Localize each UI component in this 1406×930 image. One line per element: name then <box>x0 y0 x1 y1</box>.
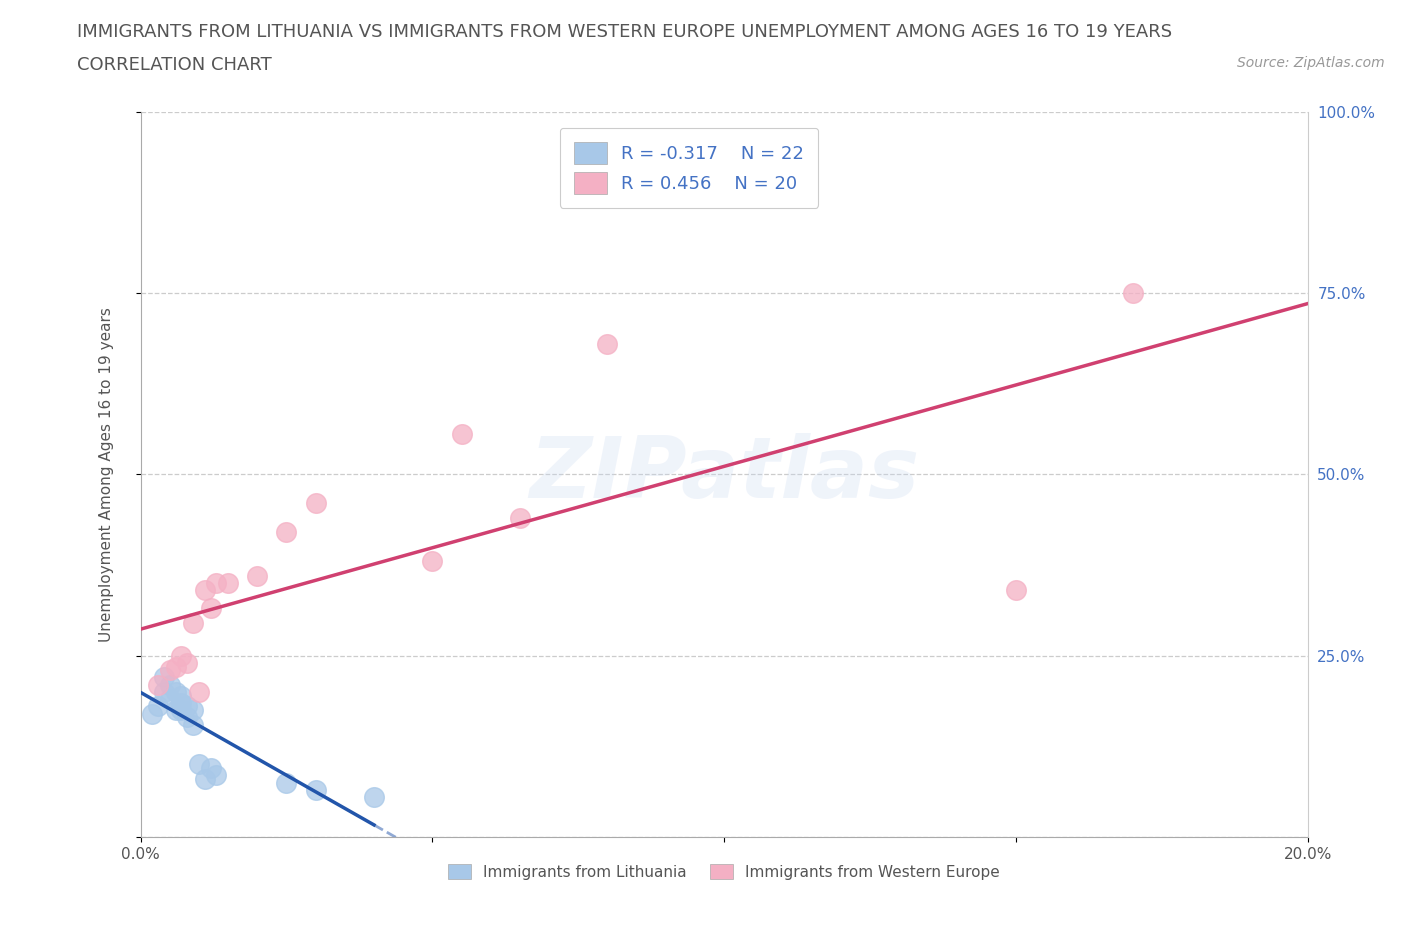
Point <box>165 659 187 674</box>
Point <box>363 790 385 804</box>
Point <box>276 525 298 539</box>
Point <box>165 703 187 718</box>
Point <box>450 427 472 442</box>
Point <box>205 768 228 783</box>
Text: CORRELATION CHART: CORRELATION CHART <box>77 56 273 73</box>
Point <box>200 761 222 776</box>
Point <box>153 684 176 699</box>
Point <box>181 616 204 631</box>
Point <box>181 703 204 718</box>
Point <box>305 496 328 511</box>
Point <box>194 583 217 598</box>
Point <box>188 684 211 699</box>
Point <box>176 710 198 724</box>
Point <box>1122 286 1144 300</box>
Point <box>509 511 531 525</box>
Point <box>200 601 222 616</box>
Point <box>188 757 211 772</box>
Point <box>596 337 619 352</box>
Point <box>159 677 181 692</box>
Point <box>205 576 228 591</box>
Text: ZIPatlas: ZIPatlas <box>529 432 920 516</box>
Point <box>176 656 198 671</box>
Point <box>146 677 169 692</box>
Point <box>170 688 193 703</box>
Point <box>181 717 204 732</box>
Point <box>170 696 193 711</box>
Point <box>194 772 217 787</box>
Point <box>276 776 298 790</box>
Point <box>246 568 269 583</box>
Point <box>176 699 198 714</box>
Point <box>1005 583 1028 598</box>
Point <box>165 684 187 699</box>
Point <box>170 703 193 718</box>
Y-axis label: Unemployment Among Ages 16 to 19 years: Unemployment Among Ages 16 to 19 years <box>100 307 114 642</box>
Point <box>153 670 176 684</box>
Point <box>217 576 239 591</box>
Point <box>170 648 193 663</box>
Legend: Immigrants from Lithuania, Immigrants from Western Europe: Immigrants from Lithuania, Immigrants fr… <box>440 857 1008 887</box>
Point <box>305 782 328 797</box>
Text: IMMIGRANTS FROM LITHUANIA VS IMMIGRANTS FROM WESTERN EUROPE UNEMPLOYMENT AMONG A: IMMIGRANTS FROM LITHUANIA VS IMMIGRANTS … <box>77 23 1173 41</box>
Point <box>159 663 181 678</box>
Point <box>422 554 444 569</box>
Point <box>159 692 181 707</box>
Point <box>146 699 169 714</box>
Text: Source: ZipAtlas.com: Source: ZipAtlas.com <box>1237 56 1385 70</box>
Point <box>141 706 163 721</box>
